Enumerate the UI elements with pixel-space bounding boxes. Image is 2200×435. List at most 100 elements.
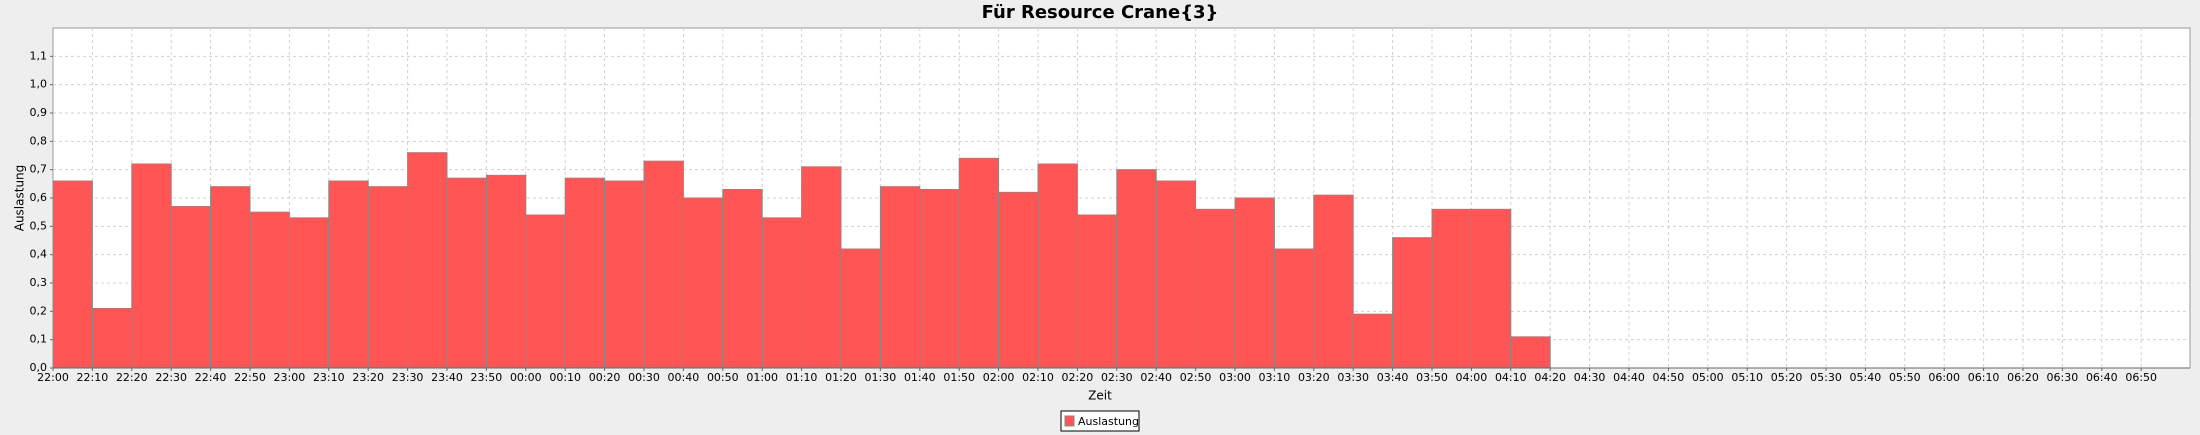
bar — [525, 214, 566, 369]
bar — [919, 189, 960, 369]
x-tick-label: 05:10 — [1731, 371, 1763, 384]
x-tick-label: 06:00 — [1928, 371, 1960, 384]
x-tick-label: 05:20 — [1771, 371, 1803, 384]
bar — [1155, 180, 1197, 369]
x-tick-label: 06:30 — [2047, 371, 2079, 384]
x-tick-label: 02:50 — [1180, 371, 1212, 384]
bar — [643, 160, 684, 369]
bar — [1037, 163, 1078, 369]
bar — [485, 174, 527, 369]
bar — [1234, 197, 1275, 369]
x-tick-label: 01:10 — [786, 371, 818, 384]
x-tick-label: 22:40 — [195, 371, 227, 384]
x-tick-label: 05:40 — [1850, 371, 1882, 384]
bar — [1431, 208, 1472, 369]
x-tick-label: 04:10 — [1495, 371, 1527, 384]
x-tick-label: 03:10 — [1259, 371, 1291, 384]
x-tick-label: 01:00 — [746, 371, 778, 384]
bar — [1195, 208, 1236, 369]
y-tick-label: 0,1 — [30, 333, 48, 346]
bar — [91, 308, 133, 369]
x-tick-label: 01:20 — [825, 371, 857, 384]
y-tick-label: 0,0 — [30, 361, 48, 374]
bar — [1352, 313, 1394, 369]
x-tick-label: 01:50 — [943, 371, 975, 384]
x-tick-label: 23:30 — [392, 371, 424, 384]
x-tick-label: 04:20 — [1534, 371, 1566, 384]
bar — [604, 180, 645, 369]
bar — [1510, 336, 1551, 369]
x-tick-label: 01:30 — [865, 371, 897, 384]
bar — [328, 180, 369, 369]
bar — [840, 248, 881, 369]
y-tick-label: 0,9 — [30, 106, 48, 119]
x-tick-label: 02:30 — [1101, 371, 1133, 384]
x-tick-label: 22:30 — [155, 371, 187, 384]
x-tick-label: 00:30 — [628, 371, 660, 384]
x-tick-label: 02:20 — [1062, 371, 1094, 384]
bar — [722, 189, 763, 369]
x-tick-label: 23:20 — [352, 371, 384, 384]
bar — [1392, 237, 1433, 369]
y-tick-label: 0,2 — [30, 304, 48, 317]
x-tick-label: 02:40 — [1140, 371, 1172, 384]
bar — [682, 197, 724, 369]
bar — [1116, 169, 1157, 369]
y-tick-label: 0,3 — [30, 276, 48, 289]
x-tick-label: 05:00 — [1692, 371, 1724, 384]
x-tick-label: 00:00 — [510, 371, 542, 384]
bar — [249, 211, 290, 369]
x-tick-label: 06:20 — [2007, 371, 2039, 384]
x-tick-label: 23:10 — [313, 371, 345, 384]
x-tick-label: 03:50 — [1416, 371, 1448, 384]
x-tick-label: 04:30 — [1574, 371, 1606, 384]
bar — [1076, 214, 1118, 369]
x-tick-label: 02:10 — [1022, 371, 1054, 384]
x-tick-label: 22:10 — [77, 371, 109, 384]
x-tick-label: 04:40 — [1613, 371, 1645, 384]
y-tick-label: 0,7 — [30, 163, 48, 176]
bar — [407, 152, 448, 369]
x-tick-label: 22:20 — [116, 371, 148, 384]
legend-label: Auslastung — [1078, 415, 1139, 428]
x-tick-label: 03:00 — [1219, 371, 1251, 384]
x-tick-label: 03:30 — [1337, 371, 1369, 384]
bar — [761, 217, 803, 369]
x-tick-label: 22:50 — [234, 371, 266, 384]
y-tick-label: 0,5 — [30, 219, 48, 232]
bar — [1273, 248, 1315, 369]
bar — [52, 180, 93, 369]
y-tick-label: 0,8 — [30, 134, 48, 147]
x-tick-label: 23:40 — [431, 371, 463, 384]
x-tick-label: 23:00 — [274, 371, 306, 384]
x-tick-label: 00:40 — [668, 371, 700, 384]
bar — [564, 177, 606, 369]
bar — [131, 163, 172, 369]
y-tick-label: 1,1 — [30, 49, 48, 62]
y-tick-label: 1,0 — [30, 78, 48, 91]
y-axis-label: Auslastung — [13, 165, 27, 232]
x-tick-label: 06:50 — [2125, 371, 2157, 384]
x-tick-label: 03:20 — [1298, 371, 1330, 384]
legend-swatch — [1064, 415, 1075, 427]
bar — [801, 166, 842, 369]
x-tick-label: 05:50 — [1889, 371, 1921, 384]
x-tick-label: 01:40 — [904, 371, 936, 384]
bar — [288, 217, 330, 369]
x-tick-label: 22:00 — [37, 371, 69, 384]
bar — [1313, 194, 1354, 369]
x-tick-label: 00:10 — [549, 371, 581, 384]
bar — [879, 186, 921, 369]
chart-title: Für Resource Crane{3} — [982, 2, 1219, 23]
x-tick-label: 04:50 — [1653, 371, 1685, 384]
y-tick-label: 0,6 — [30, 191, 48, 204]
bar — [1470, 208, 1512, 369]
bar — [446, 177, 487, 369]
x-tick-label: 00:20 — [589, 371, 621, 384]
x-tick-label: 03:40 — [1377, 371, 1409, 384]
x-tick-label: 06:40 — [2086, 371, 2118, 384]
bar — [998, 191, 1039, 369]
bar — [210, 186, 251, 369]
x-tick-label: 00:50 — [707, 371, 739, 384]
